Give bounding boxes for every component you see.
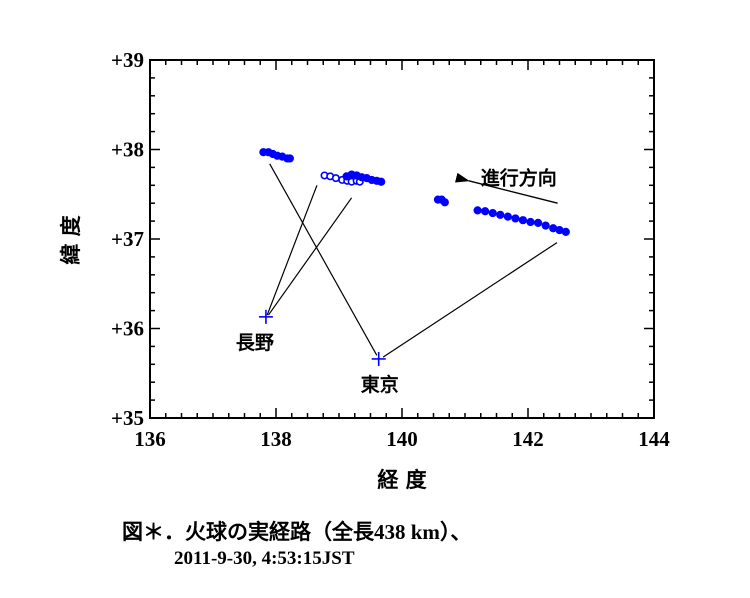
series-group [473,206,570,236]
plot-border [149,59,655,419]
filled-circle-marker [561,227,570,236]
caption-prefix: 図＊．火球の実経路（全長 [122,520,374,544]
filled-circle-marker [503,212,512,221]
filled-circle-marker [377,177,386,186]
series-group [320,171,364,186]
filled-circle-marker [473,206,482,215]
direction-arrow-icon [454,172,558,204]
y-tick-label: +37 [111,227,144,251]
series-group [342,170,386,186]
filled-circle-marker [511,214,520,223]
series-group [433,195,449,207]
x-tick-label: 144 [638,427,670,451]
caption-length: 438 km [374,520,440,544]
station-label: 長野 [236,332,274,354]
data-series [259,148,570,236]
series-group [259,148,294,163]
y-tick-label: +36 [111,317,144,341]
x-tick-label: 136 [134,427,166,451]
y-tick-label: +35 [111,406,144,430]
x-tick-label: 140 [386,427,418,451]
y-axis: +35 +36 +37 +38 +39 [111,48,654,430]
figure-caption: 図＊．火球の実経路（全長438 km）、 2011-9-30, 4:53:15J… [122,516,471,570]
plot-frame [149,59,655,419]
filled-circle-marker [518,216,528,225]
filled-circle-marker [496,210,505,219]
y-tick-label: +38 [111,138,144,162]
caption-datetime: 2011-9-30, 4:53:15JST [174,548,355,569]
y-tick-label: +39 [111,48,144,72]
filled-circle-marker [440,198,449,207]
filled-circle-marker [541,221,550,230]
x-axis: 136 138 140 142 144 [134,60,670,451]
caption-suffix: ）、 [439,520,472,544]
sight-line [267,197,353,316]
caption-title: 図＊．火球の実経路（全長438 km）、 [122,516,471,546]
filled-circle-marker [488,208,497,218]
sight-line [382,242,558,358]
y-axis-title: 緯 度 [59,215,83,264]
x-tick-label: 142 [512,427,544,451]
sight-line [269,163,378,356]
station: 東京 [361,351,399,396]
filled-circle-marker [481,207,490,216]
filled-circle-marker [533,218,543,227]
direction-label: 進行方向 [481,166,557,189]
sight-line [266,185,318,316]
filled-circle-marker [526,217,535,227]
filled-circle-marker [285,154,294,163]
open-circle-marker [331,174,340,183]
station: 長野 [236,309,274,354]
annotations: 進行方向 [454,166,558,204]
sight-lines [266,163,558,358]
station-label: 東京 [361,373,399,396]
x-tick-label: 138 [260,427,292,451]
x-axis-title: 経 度 [377,468,426,492]
